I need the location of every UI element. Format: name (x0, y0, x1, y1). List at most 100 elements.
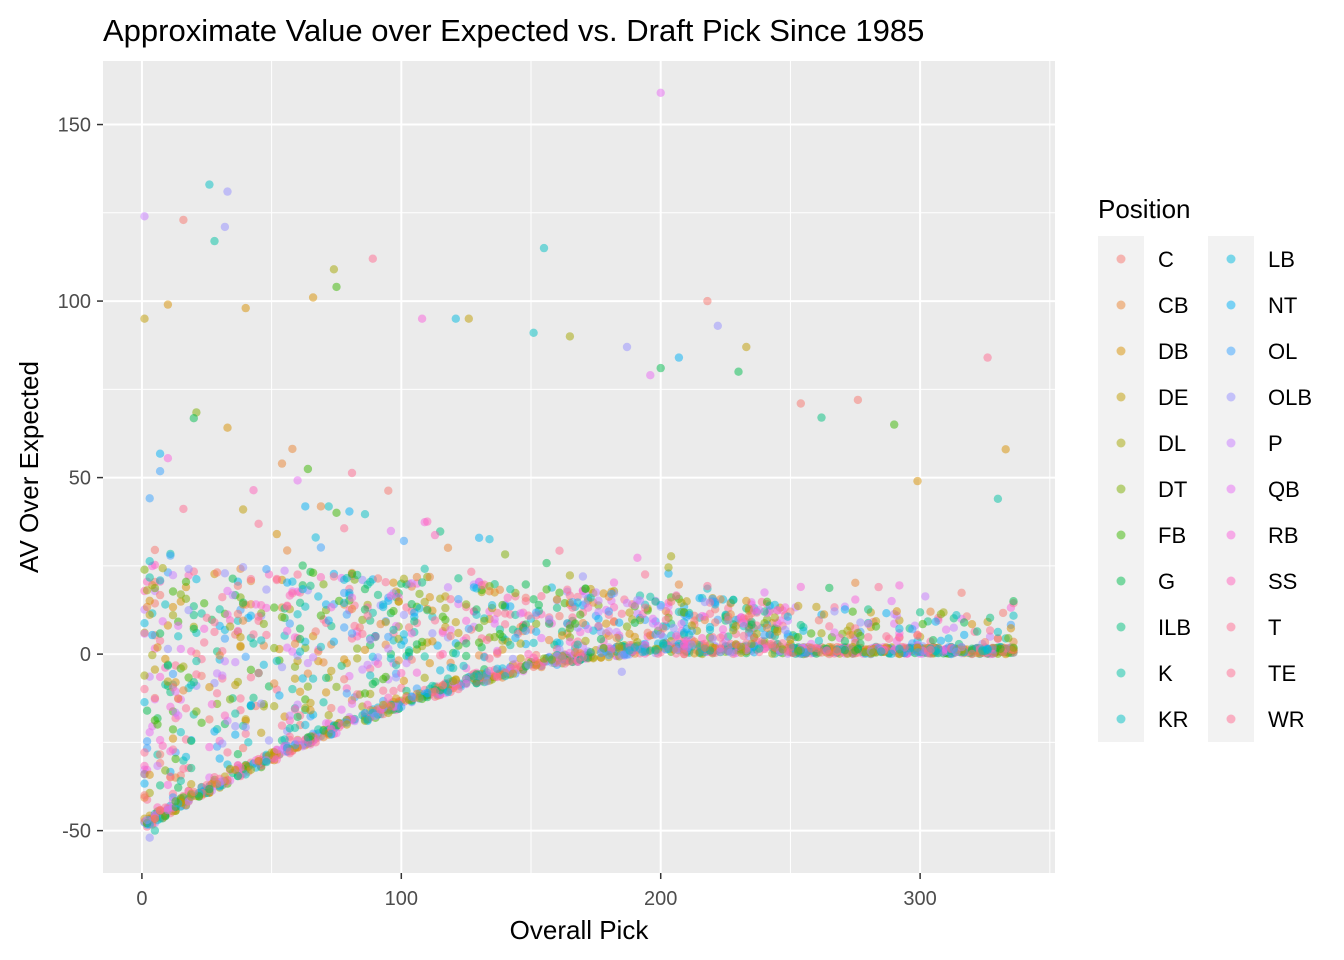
data-point (340, 575, 349, 584)
data-point (225, 622, 235, 631)
data-point (980, 638, 990, 647)
data-point (446, 631, 455, 641)
data-point (441, 603, 450, 613)
data-point (140, 791, 149, 800)
data-point (420, 652, 429, 661)
data-point (635, 596, 645, 605)
data-point (430, 530, 440, 540)
data-point (583, 624, 593, 634)
data-point (500, 672, 510, 681)
data-point (241, 729, 250, 738)
data-point (290, 639, 300, 648)
data-point (184, 564, 193, 574)
data-point (485, 654, 494, 663)
data-point (353, 654, 362, 663)
data-point (739, 631, 748, 641)
data-point (734, 367, 743, 376)
data-point (218, 739, 227, 748)
data-point (511, 633, 520, 643)
y-tick-label: 0 (80, 644, 91, 666)
data-point (329, 572, 339, 581)
data-point (443, 583, 453, 592)
data-point (262, 565, 271, 574)
legend-item: OL (1226, 339, 1297, 364)
data-point (145, 573, 154, 582)
data-point (464, 624, 473, 633)
data-point (425, 572, 434, 582)
data-point (731, 640, 741, 649)
data-point (687, 640, 696, 649)
data-point (646, 371, 655, 380)
data-point (425, 593, 434, 602)
data-point (290, 723, 300, 733)
x-tick-label: 0 (136, 888, 147, 910)
data-point (729, 595, 738, 605)
data-point (231, 658, 240, 667)
data-point (666, 597, 676, 606)
data-points (140, 88, 1018, 842)
data-point (832, 647, 842, 656)
data-point (895, 581, 904, 590)
data-point (259, 660, 268, 669)
legend-item: DE (1116, 385, 1189, 410)
data-point (454, 595, 463, 604)
data-point (389, 578, 398, 587)
data-point (176, 776, 185, 786)
data-point (617, 667, 626, 676)
data-point (174, 694, 183, 703)
y-tick-label: 100 (58, 291, 91, 313)
data-point (755, 644, 764, 653)
data-point (685, 610, 694, 619)
data-point (314, 592, 323, 601)
data-point (690, 649, 699, 658)
data-point (412, 640, 422, 649)
data-point (241, 715, 250, 724)
data-point (495, 629, 505, 639)
data-point (168, 725, 178, 734)
data-point (314, 725, 323, 734)
data-point (293, 476, 302, 485)
data-point (648, 614, 658, 623)
data-point (220, 711, 230, 720)
data-point (381, 618, 390, 627)
data-point (231, 722, 240, 731)
data-point (729, 626, 738, 635)
data-point (366, 635, 375, 645)
data-point (617, 609, 626, 618)
data-point (140, 629, 149, 638)
data-point (882, 609, 891, 618)
data-point (565, 624, 575, 633)
legend-swatch (1226, 576, 1236, 586)
data-point (327, 603, 336, 612)
data-point (817, 629, 826, 638)
data-point (871, 622, 881, 631)
data-point (158, 617, 167, 626)
legend-item: DT (1116, 477, 1187, 502)
data-point (262, 585, 271, 594)
data-point (381, 672, 390, 682)
data-point (895, 624, 904, 633)
data-point (677, 619, 686, 628)
data-point (770, 643, 779, 652)
data-point (319, 698, 328, 707)
data-point (812, 602, 821, 612)
data-point (640, 603, 650, 612)
data-point (241, 303, 250, 313)
data-point (174, 632, 183, 641)
data-point (656, 602, 665, 611)
data-point (596, 648, 606, 658)
data-point (404, 648, 414, 657)
data-point (140, 748, 149, 757)
legend-item: WR (1226, 707, 1305, 732)
data-point (472, 678, 481, 688)
legend-item: NT (1226, 293, 1297, 318)
data-point (410, 608, 419, 617)
data-point (306, 698, 315, 708)
data-point (913, 631, 922, 640)
data-point (280, 566, 289, 575)
data-point (262, 757, 271, 767)
data-point (726, 648, 735, 657)
data-point (656, 363, 665, 373)
data-point (469, 583, 479, 592)
data-point (218, 671, 227, 680)
